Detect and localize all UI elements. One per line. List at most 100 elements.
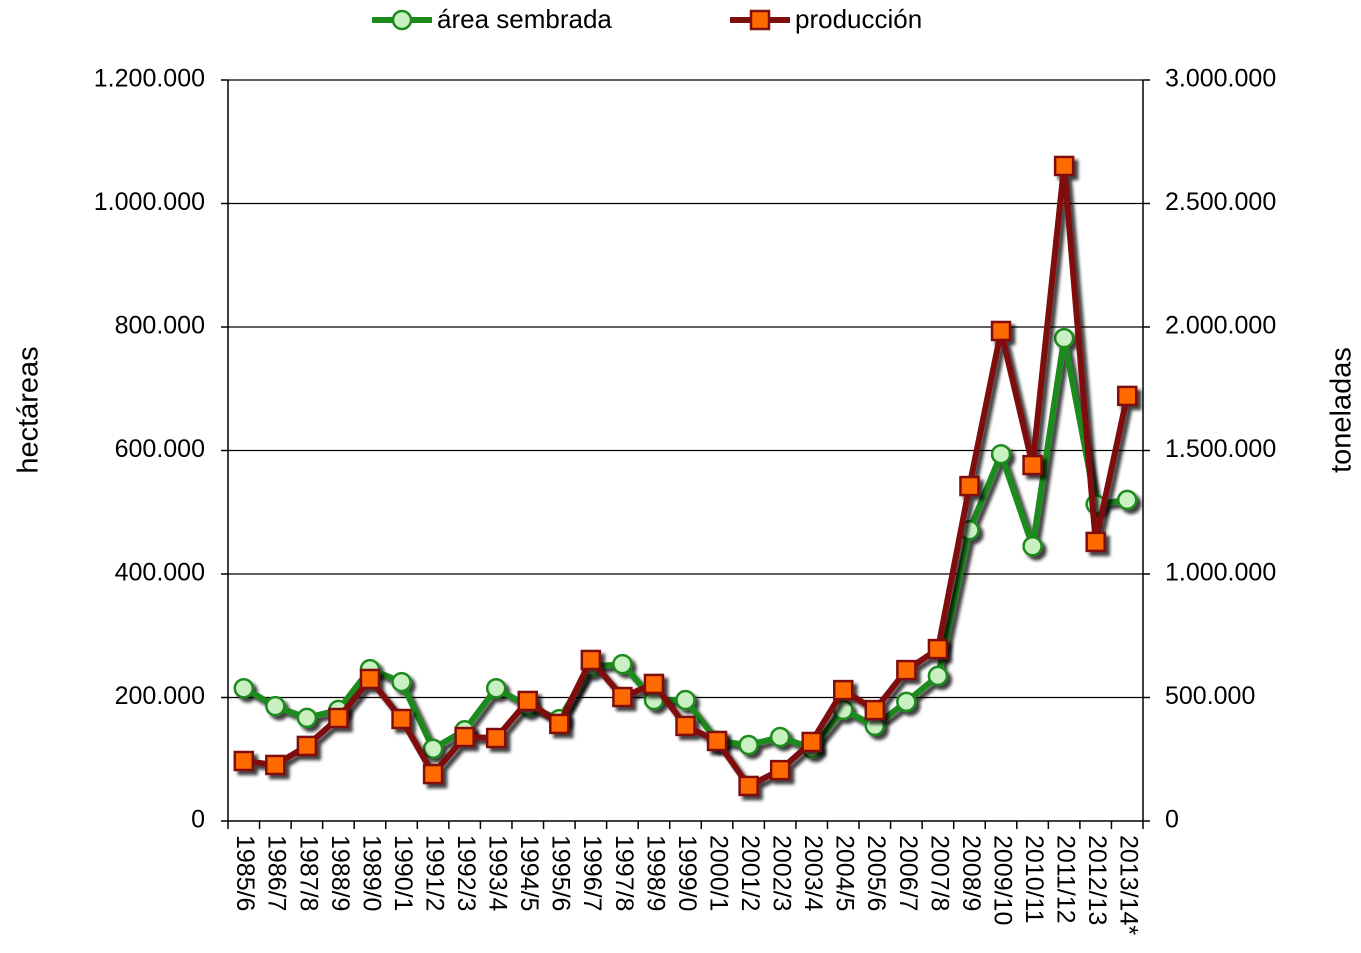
marker xyxy=(643,673,665,695)
marker xyxy=(738,775,759,797)
legend-marker xyxy=(749,9,771,31)
marker xyxy=(1022,535,1043,557)
y2-tick-label: 1.500.000 xyxy=(1165,435,1276,463)
marker xyxy=(391,708,412,730)
marker xyxy=(1116,489,1138,511)
x-tick-label: 1988/9 xyxy=(326,835,354,911)
x-tick-label: 1991/2 xyxy=(420,835,448,911)
x-tick-label: 1998/9 xyxy=(641,835,669,911)
x-tick-label: 1989/0 xyxy=(357,835,385,911)
legend-item: producción xyxy=(730,4,922,34)
x-tick-label: 1990/1 xyxy=(389,835,417,911)
marker xyxy=(265,754,286,776)
x-tick-label: 2007/8 xyxy=(925,835,953,911)
marker xyxy=(612,686,633,708)
x-tick-label: 1996/7 xyxy=(578,835,606,911)
y2-axis-label: toneladas xyxy=(1326,347,1358,473)
marker xyxy=(296,707,318,729)
marker xyxy=(1116,385,1138,407)
marker xyxy=(1053,327,1075,349)
x-tick-label: 2004/5 xyxy=(831,835,859,911)
marker xyxy=(517,690,538,712)
y-tick-label: 1.200.000 xyxy=(94,65,205,93)
marker xyxy=(801,731,822,753)
marker xyxy=(990,443,1012,465)
marker xyxy=(990,320,1012,342)
x-tick-label: 1994/5 xyxy=(515,835,543,911)
series xyxy=(233,327,1138,760)
x-tick-label: 2011/12 xyxy=(1052,835,1080,924)
marker xyxy=(422,763,444,785)
marker xyxy=(328,707,349,729)
x-tick-label: 1986/7 xyxy=(263,835,291,911)
x-tick-label: 2012/13 xyxy=(1083,835,1111,925)
x-tick-label: 1987/8 xyxy=(294,835,322,911)
x-tick-label: 2005/6 xyxy=(862,835,890,911)
marker xyxy=(896,659,917,681)
y2-tick-label: 500.000 xyxy=(1165,682,1255,710)
marker xyxy=(233,750,255,772)
x-tick-label: 2010/11 xyxy=(1020,835,1048,924)
marker xyxy=(769,726,791,748)
x-tick-label: 1985/6 xyxy=(231,835,259,911)
marker xyxy=(706,730,728,752)
marker xyxy=(1085,531,1106,553)
y2-tick-label: 2.500.000 xyxy=(1165,188,1276,216)
marker xyxy=(612,653,633,675)
marker xyxy=(675,715,696,737)
x-tick-label: 1999/0 xyxy=(673,835,701,911)
x-tick-label: 2000/1 xyxy=(704,835,732,911)
y2-tick-label: 3.000.000 xyxy=(1165,65,1276,93)
marker xyxy=(233,677,255,699)
marker xyxy=(1053,155,1075,177)
y-tick-label: 0 xyxy=(191,806,205,834)
x-tick-label: 2009/10 xyxy=(988,835,1016,925)
x-tick-label: 1997/8 xyxy=(610,835,638,911)
x-tick-label: 2003/4 xyxy=(799,835,827,912)
marker xyxy=(422,738,444,760)
legend-marker xyxy=(391,9,413,31)
marker xyxy=(1022,454,1043,476)
marker xyxy=(549,713,570,735)
marker xyxy=(675,689,696,711)
marker xyxy=(391,671,412,693)
legend-label: producción xyxy=(795,4,922,34)
marker xyxy=(454,726,475,748)
x-tick-label: 2002/3 xyxy=(768,835,796,911)
y2-tick-label: 1.000.000 xyxy=(1165,559,1276,587)
marker xyxy=(485,727,507,749)
y-tick-label: 400.000 xyxy=(115,559,205,587)
marker xyxy=(864,699,886,721)
legend-label: área sembrada xyxy=(437,4,612,34)
x-tick-label: 1995/6 xyxy=(547,835,575,911)
y2-tick-label: 0 xyxy=(1165,806,1179,834)
marker xyxy=(769,759,791,781)
marker xyxy=(927,665,949,687)
x-tick-label: 2008/9 xyxy=(957,835,985,911)
marker xyxy=(896,691,917,713)
x-tick-label: 2006/7 xyxy=(894,835,922,911)
y-tick-label: 200.000 xyxy=(115,682,205,710)
y-axis-label: hectáreas xyxy=(13,346,45,473)
series xyxy=(233,155,1138,797)
y-tick-label: 600.000 xyxy=(115,435,205,463)
y-tick-label: 800.000 xyxy=(115,312,205,340)
x-tick-label: 1993/4 xyxy=(484,835,512,912)
y2-tick-label: 2.000.000 xyxy=(1165,312,1276,340)
marker xyxy=(485,677,507,699)
marker xyxy=(959,475,980,497)
x-tick-label: 2001/2 xyxy=(736,835,764,911)
marker xyxy=(833,679,854,701)
y-tick-label: 1.000.000 xyxy=(94,188,205,216)
marker xyxy=(580,649,602,671)
legend-item: área sembrada xyxy=(372,4,612,34)
marker xyxy=(738,734,759,756)
x-tick-label: 2013/14* xyxy=(1115,835,1143,935)
marker xyxy=(927,638,949,660)
marker xyxy=(359,668,381,690)
marker xyxy=(296,735,318,757)
x-tick-label: 1992/3 xyxy=(452,835,480,911)
marker xyxy=(265,695,286,717)
